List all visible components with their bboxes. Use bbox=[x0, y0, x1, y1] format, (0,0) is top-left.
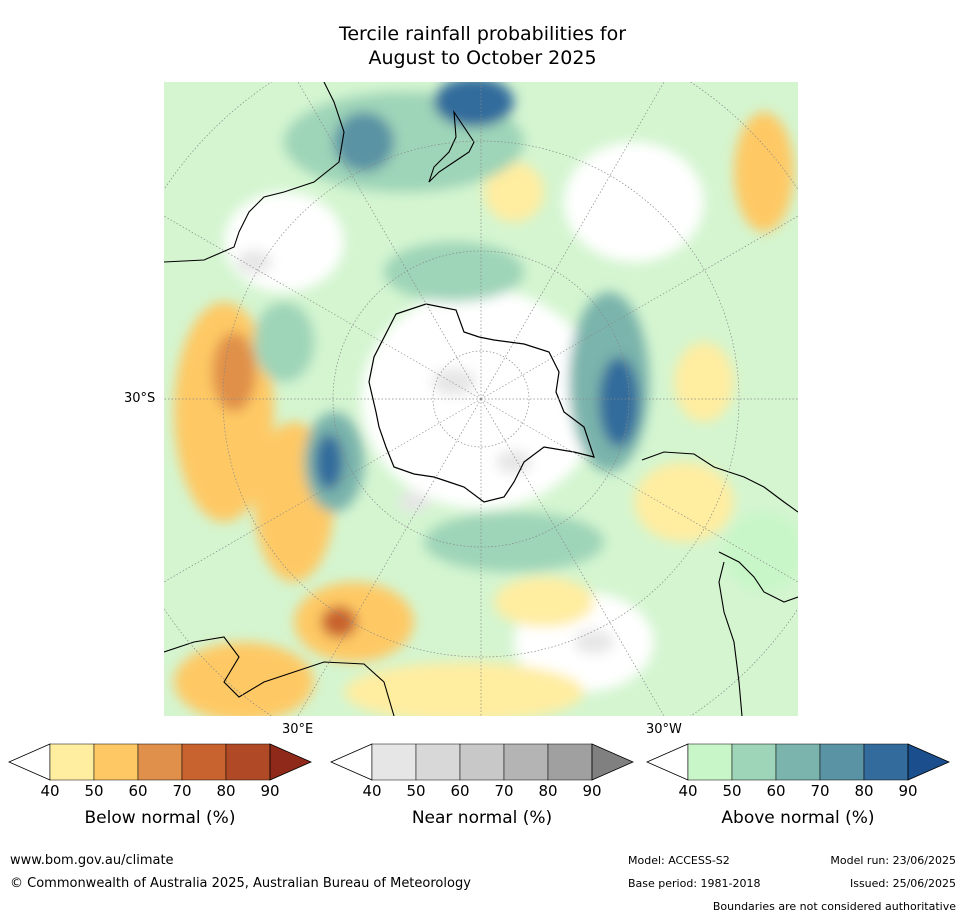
footer-copyright: © Commonwealth of Australia 2025, Austra… bbox=[10, 876, 471, 891]
colorbar-tick-label: 40 bbox=[40, 782, 60, 800]
polar-rainfall-map bbox=[164, 82, 798, 716]
new-zealand-coastline bbox=[428, 109, 475, 183]
africa-coastline bbox=[164, 636, 395, 716]
colorbar-segment bbox=[49, 743, 95, 781]
lon-label-30e: 30°E bbox=[282, 722, 314, 737]
colorbar-tick-label: 40 bbox=[362, 782, 382, 800]
colorbar-tick-label: 80 bbox=[216, 782, 236, 800]
colorbar-tick-label: 40 bbox=[678, 782, 698, 800]
colorbar-tick-label: 60 bbox=[128, 782, 148, 800]
footer-model-run: Model run: 23/06/2025 bbox=[830, 854, 956, 867]
colorbar-tick-label: 90 bbox=[582, 782, 602, 800]
colorbar-title-near: Near normal (%) bbox=[411, 808, 553, 828]
footer-issued: Issued: 25/06/2025 bbox=[849, 877, 956, 890]
colorbar-segment bbox=[731, 743, 777, 781]
probability-field bbox=[174, 82, 798, 716]
colorbar-low-extend bbox=[646, 743, 689, 781]
colorbar-low-extend bbox=[8, 743, 51, 781]
colorbar-tick-label: 60 bbox=[450, 782, 470, 800]
colorbar-segment bbox=[415, 743, 461, 781]
colorbar-segment bbox=[503, 743, 549, 781]
colorbar-above-normal bbox=[646, 743, 950, 781]
colorbar-segment bbox=[687, 743, 733, 781]
colorbar-tick-label: 80 bbox=[854, 782, 874, 800]
colorbar-segment bbox=[137, 743, 183, 781]
colorbar-title-above: Above normal (%) bbox=[721, 808, 875, 828]
antarctica-coastline bbox=[368, 303, 595, 503]
colorbar-segment bbox=[775, 743, 821, 781]
colorbar-near-normal bbox=[330, 743, 634, 781]
graticule bbox=[164, 82, 798, 716]
lat-label-30s: 30°S bbox=[124, 391, 156, 406]
map-title: Tercile rainfall probabilities for Augus… bbox=[0, 22, 965, 70]
colorbar-segment bbox=[181, 743, 227, 781]
colorbar-tick-label: 70 bbox=[172, 782, 192, 800]
colorbar-segment bbox=[547, 743, 593, 781]
colorbar-below-normal bbox=[8, 743, 312, 781]
colorbar-tick-label: 70 bbox=[494, 782, 514, 800]
colorbar-tick-label: 70 bbox=[810, 782, 830, 800]
colorbar-tick-label: 50 bbox=[722, 782, 742, 800]
footer-model: Model: ACCESS-S2 bbox=[628, 854, 730, 867]
colorbar-tick-label: 50 bbox=[406, 782, 426, 800]
footer-disclaimer: Boundaries are not considered authoritat… bbox=[712, 900, 956, 913]
colorbar-segment bbox=[459, 743, 505, 781]
colorbar-segment bbox=[863, 743, 909, 781]
colorbar-tick-label: 80 bbox=[538, 782, 558, 800]
footer-base-period: Base period: 1981-2018 bbox=[628, 877, 761, 890]
title-line-2: August to October 2025 bbox=[368, 47, 597, 69]
colorbar-high-extend bbox=[907, 743, 950, 781]
colorbar-tick-label: 60 bbox=[766, 782, 786, 800]
colorbar-low-extend bbox=[330, 743, 373, 781]
colorbar-segment bbox=[93, 743, 139, 781]
colorbar-segment bbox=[819, 743, 865, 781]
colorbar-high-extend bbox=[269, 743, 312, 781]
colorbar-title-below: Below normal (%) bbox=[84, 808, 236, 828]
colorbar-tick-label: 90 bbox=[260, 782, 280, 800]
south-america-coastline bbox=[641, 451, 798, 716]
title-line-1: Tercile rainfall probabilities for bbox=[338, 23, 627, 45]
lon-label-30w: 30°W bbox=[646, 722, 682, 737]
colorbar-tick-label: 50 bbox=[84, 782, 104, 800]
australia-coastline bbox=[164, 82, 345, 263]
colorbar-segment bbox=[371, 743, 417, 781]
footer-url: www.bom.gov.au/climate bbox=[10, 853, 174, 868]
colorbar-tick-label: 90 bbox=[898, 782, 918, 800]
colorbar-high-extend bbox=[591, 743, 634, 781]
colorbar-segment bbox=[225, 743, 271, 781]
